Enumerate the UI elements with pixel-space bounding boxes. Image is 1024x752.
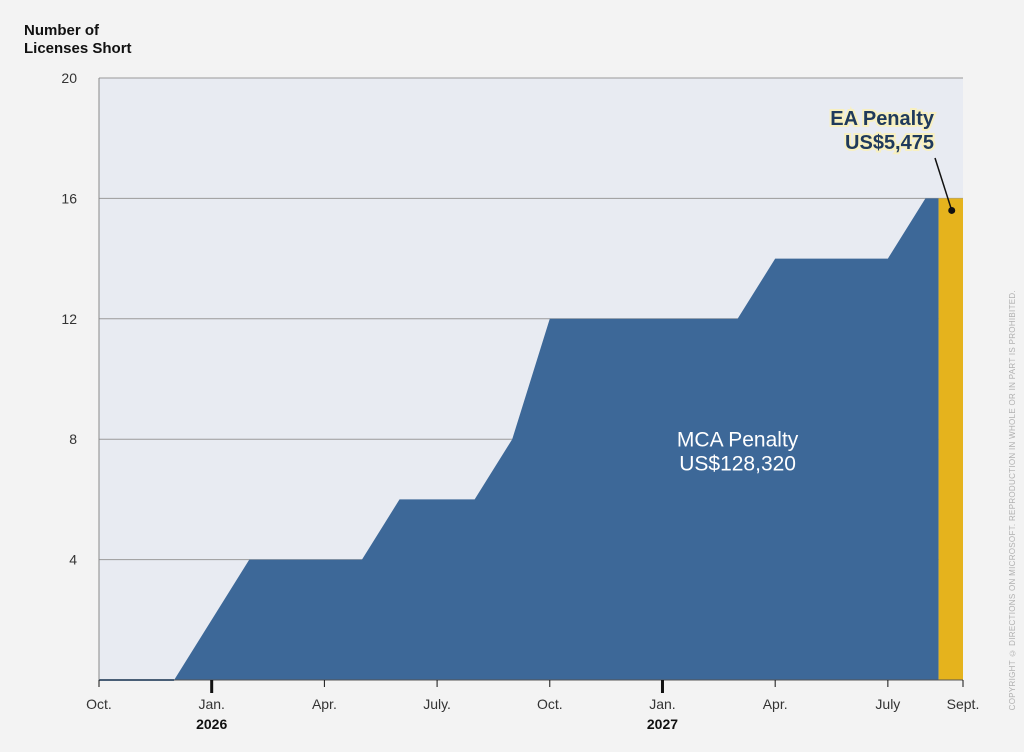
y-axis-label-line-2: Licenses Short <box>24 40 132 57</box>
y-tick-label-20: 20 <box>61 70 77 86</box>
y-tick-label-12: 12 <box>61 311 77 327</box>
x-tick-label-3: July. <box>423 696 451 712</box>
ea-bar <box>938 198 963 680</box>
y-tick-label-4: 4 <box>69 552 77 568</box>
ea-penalty-amount: US$5,475 <box>845 132 934 154</box>
year-label-2026: 2026 <box>196 716 227 732</box>
mca-area <box>174 198 939 680</box>
x-tick-label-2: Apr. <box>312 696 337 712</box>
x-tick-label-4: Oct. <box>537 696 563 712</box>
y-tick-label-8: 8 <box>69 431 77 447</box>
y-tick-label-16: 16 <box>61 190 77 206</box>
x-tick-label-1: Jan. <box>198 696 224 712</box>
axes: 4 8 12 16 20 Oct. Jan. Apr. July. Oct. Jan. Apr. Jul… <box>61 70 979 732</box>
x-tick-label-5: Jan. <box>649 696 675 712</box>
y-axis-label-line-1: Number of <box>24 22 100 39</box>
ea-leader-dot <box>948 206 956 214</box>
copyright-notice: COPYRIGHT © DIRECTIONS ON MICROSOFT. REP… <box>1008 290 1017 711</box>
x-tick-label-0: Oct. <box>86 696 112 712</box>
x-tick-label-7: July <box>875 696 900 712</box>
ea-leader-line <box>934 157 953 211</box>
mca-penalty-amount: US$128,320 <box>679 452 796 475</box>
ea-penalty-label: EA Penalty <box>830 108 935 130</box>
mca-penalty-label: MCA Penalty <box>677 428 799 451</box>
year-label-2027: 2027 <box>647 716 678 732</box>
x-tick-label-8: Sept. <box>947 696 980 712</box>
x-tick-label-6: Apr. <box>763 696 788 712</box>
